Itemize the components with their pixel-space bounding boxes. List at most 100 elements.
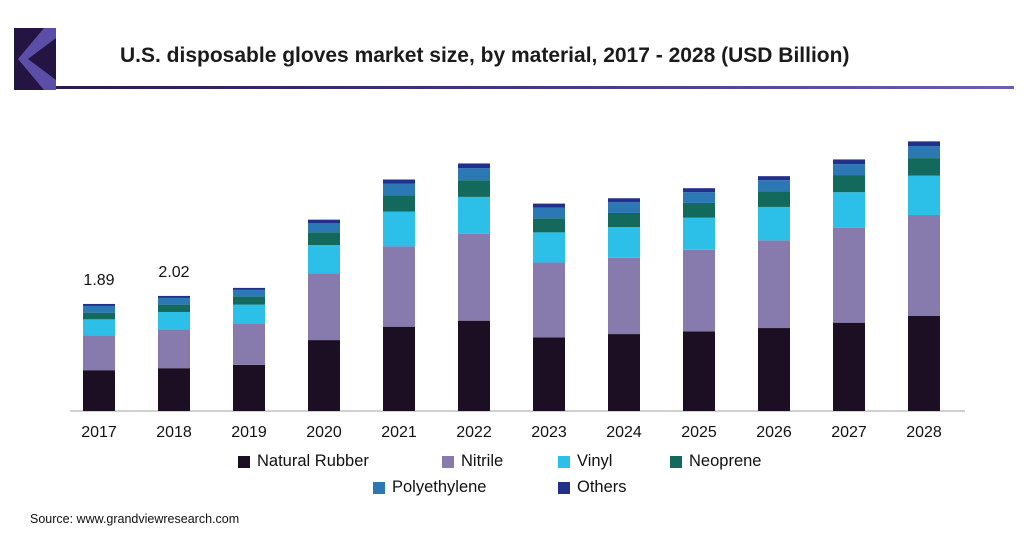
bar-segment-2022-vinyl bbox=[458, 196, 490, 234]
bar-segment-2017-vinyl bbox=[83, 319, 115, 336]
legend-item-natural-rubber: Natural Rubber bbox=[238, 452, 369, 471]
source-note: Source: www.grandviewresearch.com bbox=[30, 512, 240, 526]
x-tick-label: 2019 bbox=[231, 424, 267, 441]
bar-segment-2020-vinyl bbox=[308, 245, 340, 274]
stacked-bar-chart: 2017 2018 2019 2020 2021 2022 2023 2024 2025 2026… bbox=[70, 141, 965, 441]
bar-segment-2020-natural-rubber bbox=[308, 340, 340, 411]
bar-segment-2027-vinyl bbox=[833, 192, 865, 228]
bar-segment-2020-neoprene bbox=[308, 232, 340, 246]
bar-segment-2022-neoprene bbox=[458, 180, 490, 197]
x-tick-label: 2024 bbox=[606, 424, 642, 441]
legend-swatch bbox=[373, 481, 385, 494]
bar-segment-2017-others bbox=[83, 303, 115, 306]
bar-segment-2022-natural-rubber bbox=[458, 320, 490, 411]
bar-segment-2025-others bbox=[683, 188, 715, 193]
bar-segment-2021-neoprene bbox=[383, 195, 415, 212]
bar-segment-2022-others bbox=[458, 163, 490, 169]
legend-swatch bbox=[558, 455, 570, 468]
data-label: 2.02 bbox=[158, 264, 189, 281]
bar-segment-2028-neoprene bbox=[908, 158, 940, 176]
x-tick-label: 2020 bbox=[306, 424, 342, 441]
bar-segment-2028-others bbox=[908, 141, 940, 147]
bar-segment-2025-polyethylene bbox=[683, 192, 715, 203]
bar-segment-2017-nitrile bbox=[83, 335, 115, 371]
bar-segment-2024-polyethylene bbox=[608, 202, 640, 213]
bar-segment-2019-nitrile bbox=[233, 323, 265, 365]
bar-segment-2021-others bbox=[383, 179, 415, 184]
bar-segment-2023-vinyl bbox=[533, 232, 565, 263]
legend-label: Nitrile bbox=[461, 452, 504, 470]
bar-segment-2022-nitrile bbox=[458, 233, 490, 321]
bar-segment-2021-polyethylene bbox=[383, 183, 415, 196]
bar-segment-2020-others bbox=[308, 219, 340, 223]
legend-item-polyethylene: Polyethylene bbox=[373, 478, 486, 497]
x-tick-label: 2022 bbox=[456, 424, 492, 441]
bar-segment-2027-nitrile bbox=[833, 227, 865, 323]
legend-label: Polyethylene bbox=[392, 478, 487, 496]
bar-segment-2017-neoprene bbox=[83, 312, 115, 320]
legend-item-neoprene: Neoprene bbox=[670, 452, 761, 471]
x-tick-label: 2018 bbox=[156, 424, 192, 441]
bar-segment-2028-polyethylene bbox=[908, 146, 940, 159]
bar-segment-2026-natural-rubber bbox=[758, 328, 790, 411]
chart-title: U.S. disposable gloves market size, by m… bbox=[120, 44, 850, 67]
chart-legend: Natural Rubber Nitrile Vinyl Neoprene Polyet… bbox=[230, 452, 830, 506]
bar-segment-2021-vinyl bbox=[383, 211, 415, 247]
bar-segment-2019-neoprene bbox=[233, 296, 265, 305]
bar-segment-2024-nitrile bbox=[608, 257, 640, 335]
legend-label: Others bbox=[577, 478, 627, 496]
bar-segment-2020-polyethylene bbox=[308, 222, 340, 233]
bar-segment-2023-nitrile bbox=[533, 262, 565, 338]
bar-segment-2017-polyethylene bbox=[83, 305, 115, 313]
title-underline bbox=[56, 86, 1014, 89]
bar-segment-2018-polyethylene bbox=[158, 297, 190, 305]
x-tick-label: 2021 bbox=[381, 424, 417, 441]
bar-segment-2024-neoprene bbox=[608, 212, 640, 228]
legend-item-others: Others bbox=[558, 478, 627, 497]
legend-swatch bbox=[558, 481, 570, 494]
bar-segment-2019-natural-rubber bbox=[233, 364, 265, 411]
x-tick-label: 2017 bbox=[81, 424, 117, 441]
bar-segment-2022-polyethylene bbox=[458, 168, 490, 181]
bar-segment-2028-vinyl bbox=[908, 175, 940, 215]
bar-segment-2019-others bbox=[233, 287, 265, 290]
bar-segment-2026-neoprene bbox=[758, 191, 790, 207]
bar-segment-2023-neoprene bbox=[533, 218, 565, 233]
bar-segment-2024-others bbox=[608, 198, 640, 203]
bar-segment-2019-polyethylene bbox=[233, 289, 265, 297]
data-label: 1.89 bbox=[83, 272, 114, 289]
bar-segment-2018-vinyl bbox=[158, 311, 190, 330]
legend-item-vinyl: Vinyl bbox=[558, 452, 612, 471]
bar-segment-2025-neoprene bbox=[683, 202, 715, 218]
bar-segment-2023-others bbox=[533, 203, 565, 208]
bar-segment-2026-vinyl bbox=[758, 206, 790, 241]
bar-segment-2018-nitrile bbox=[158, 329, 190, 369]
bar-segment-2020-nitrile bbox=[308, 273, 340, 341]
bar-segment-2023-natural-rubber bbox=[533, 337, 565, 411]
bar-segment-2019-vinyl bbox=[233, 304, 265, 324]
legend-swatch bbox=[670, 455, 682, 468]
bar-segment-2026-nitrile bbox=[758, 240, 790, 329]
x-tick-label: 2026 bbox=[756, 424, 792, 441]
x-tick-label: 2023 bbox=[531, 424, 567, 441]
grandview-logo bbox=[14, 28, 56, 90]
bar-segment-2028-natural-rubber bbox=[908, 315, 940, 411]
bar-segment-2026-others bbox=[758, 176, 790, 181]
bar-segment-2027-natural-rubber bbox=[833, 322, 865, 411]
legend-label: Neoprene bbox=[689, 452, 762, 470]
x-tick-label: 2028 bbox=[906, 424, 942, 441]
bar-segment-2027-others bbox=[833, 159, 865, 165]
bar-segment-2017-natural-rubber bbox=[83, 370, 115, 411]
bar-segment-2021-nitrile bbox=[383, 246, 415, 327]
bar-segment-2018-natural-rubber bbox=[158, 368, 190, 411]
legend-label: Natural Rubber bbox=[257, 452, 369, 470]
bar-segment-2018-neoprene bbox=[158, 304, 190, 312]
legend-swatch bbox=[442, 455, 454, 468]
bar-segment-2025-vinyl bbox=[683, 217, 715, 250]
bar-segment-2025-natural-rubber bbox=[683, 331, 715, 411]
bar-segment-2024-natural-rubber bbox=[608, 334, 640, 411]
legend-swatch bbox=[238, 455, 250, 468]
bar-segment-2028-nitrile bbox=[908, 214, 940, 316]
bar-segment-2026-polyethylene bbox=[758, 180, 790, 192]
bar-segment-2025-nitrile bbox=[683, 249, 715, 332]
